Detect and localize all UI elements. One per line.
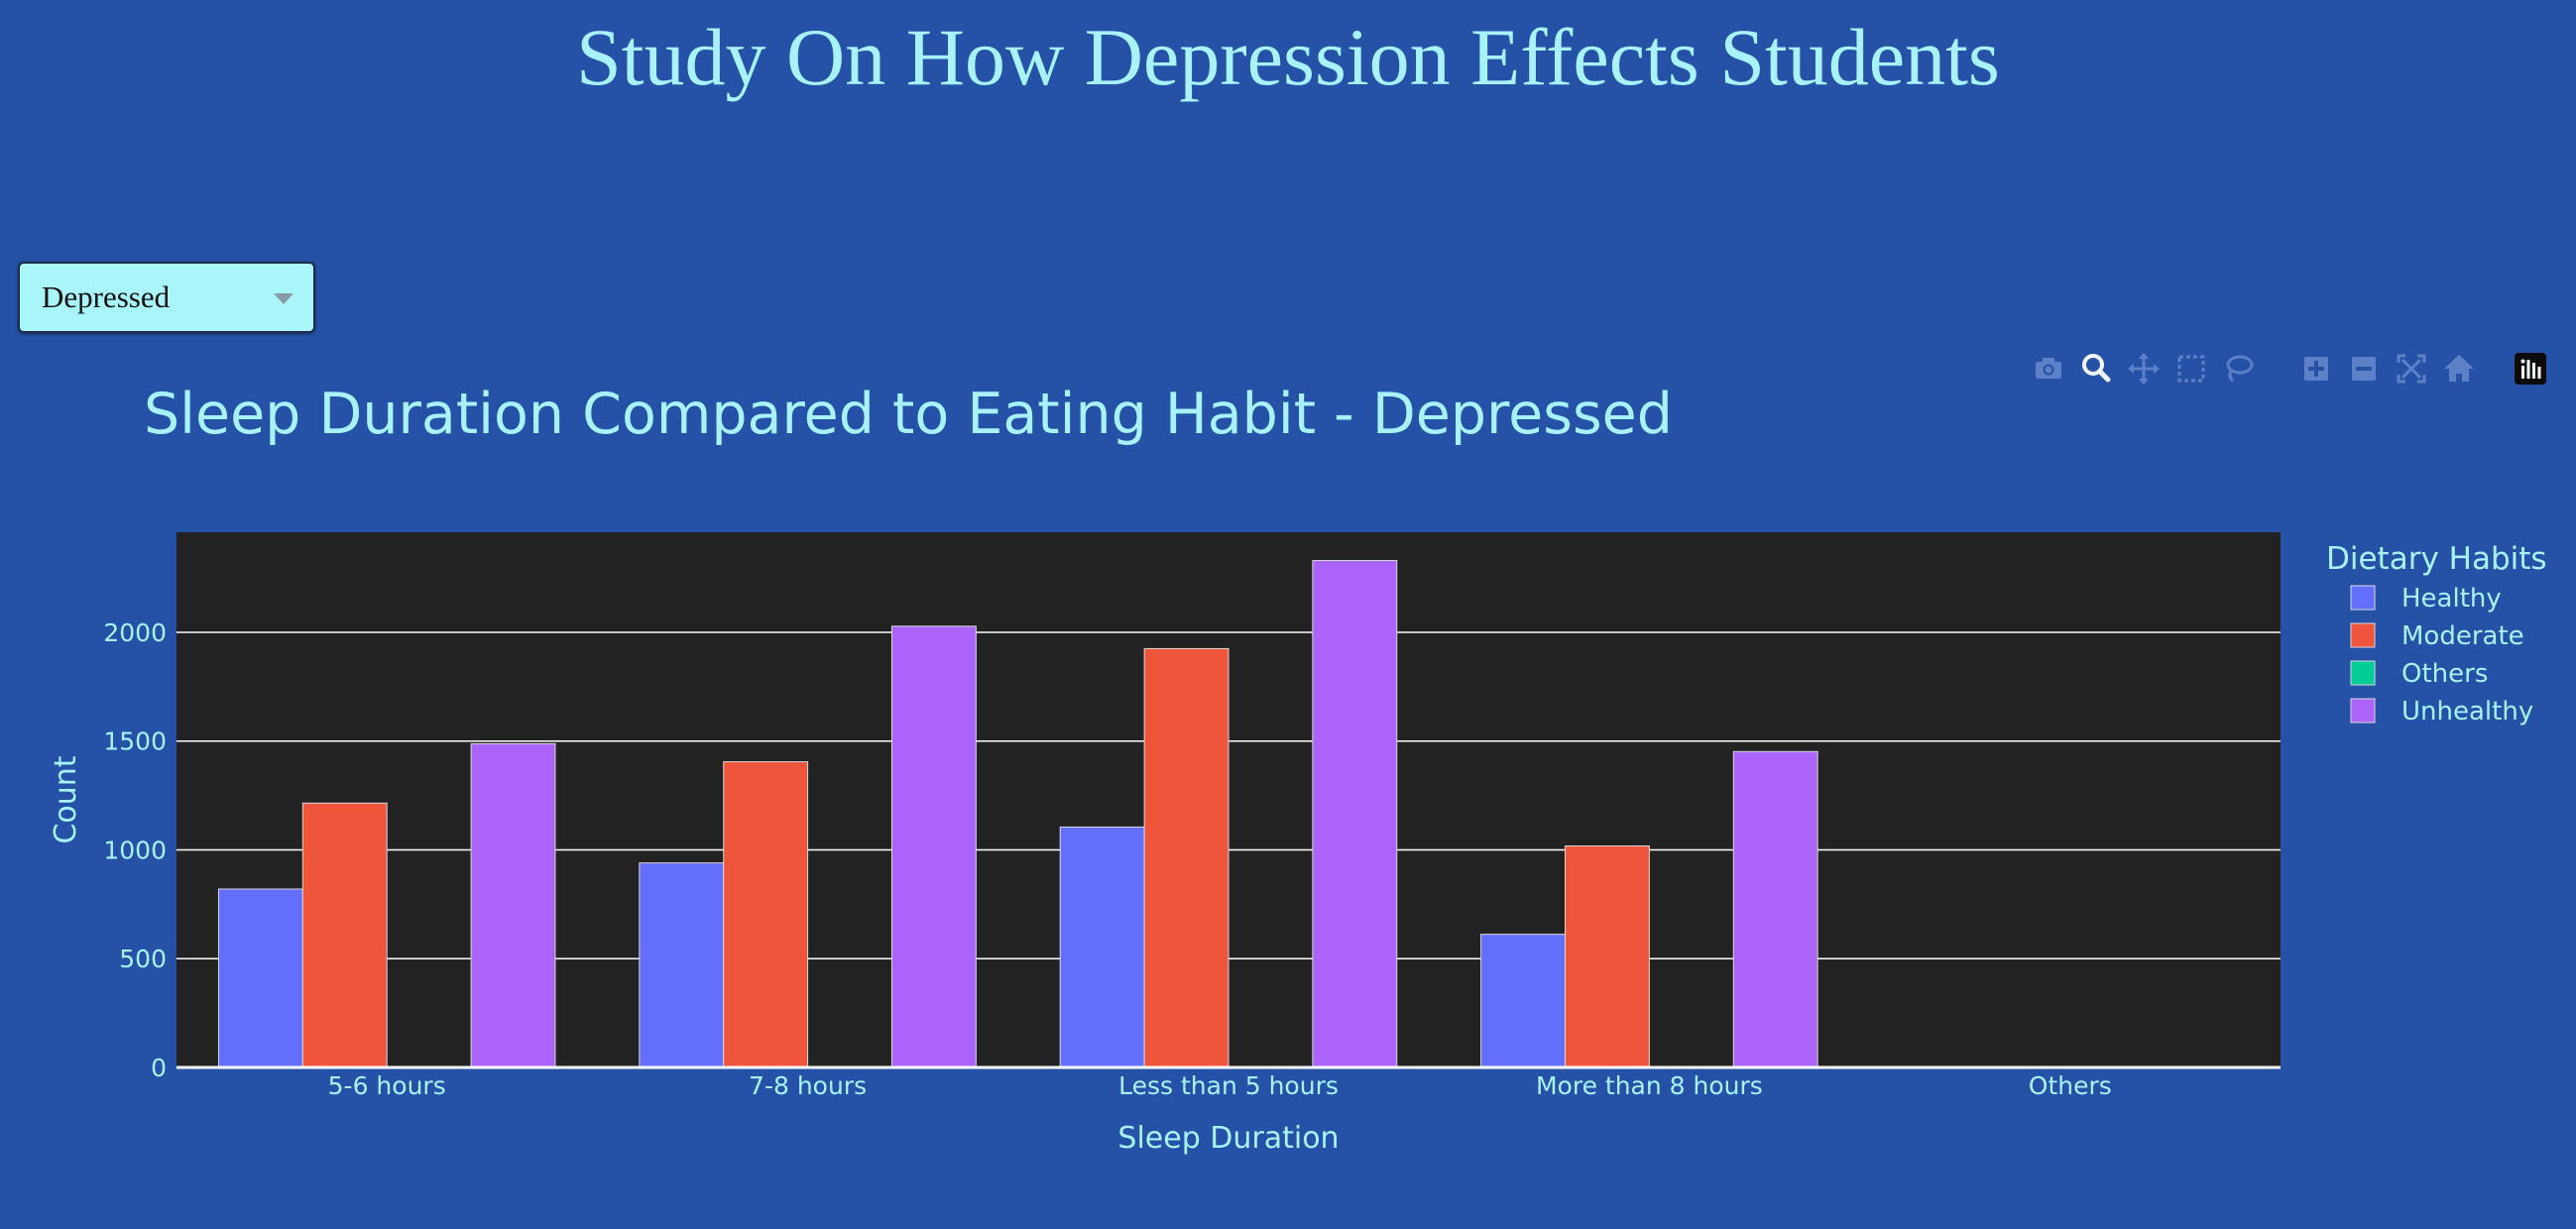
box-select-icon[interactable]: [2171, 349, 2211, 389]
bar-healthy[interactable]: [217, 888, 303, 1068]
autoscale-icon[interactable]: [2392, 349, 2431, 389]
x-axis-ticks: 5-6 hours 7-8 hours Less than 5 hours More …: [328, 1071, 2112, 1100]
y-tick-label: 0: [151, 1054, 167, 1082]
legend-title: Dietary Habits: [2326, 541, 2547, 577]
bar-unhealthy[interactable]: [470, 742, 556, 1068]
camera-icon[interactable]: [2029, 349, 2068, 389]
bar-unhealthy[interactable]: [1312, 560, 1398, 1068]
zoom-in-icon[interactable]: [2296, 349, 2336, 389]
plotly-logo-icon[interactable]: [2511, 349, 2550, 389]
legend-label: Others: [2401, 659, 2488, 689]
y-tick-label: 1000: [103, 836, 167, 864]
legend-swatch: [2350, 698, 2376, 724]
y-tick-label: 500: [119, 945, 167, 973]
y-tick-label: 2000: [103, 618, 167, 647]
x-axis-title: Sleep Duration: [1117, 1121, 1339, 1156]
legend-label: Healthy: [2401, 584, 2502, 614]
chevron-down-icon[interactable]: [274, 293, 293, 304]
y-tick-label: 1500: [103, 727, 167, 756]
zoom-out-icon[interactable]: [2344, 349, 2384, 389]
legend-swatch: [2350, 660, 2376, 686]
legend: Healthy Moderate Others Unhealthy: [2350, 584, 2533, 726]
x-tick-label: Others: [2029, 1071, 2112, 1100]
category-dropdown[interactable]: Depressed: [18, 262, 315, 333]
bar-healthy[interactable]: [1059, 826, 1145, 1068]
bar-healthy[interactable]: [1480, 934, 1567, 1068]
legend-item-healthy[interactable]: Healthy: [2350, 584, 2502, 614]
bar-unhealthy[interactable]: [890, 625, 977, 1068]
dropdown-selected-value: Depressed: [42, 279, 171, 314]
x-tick-label: 7-8 hours: [749, 1071, 867, 1100]
x-tick-label: 5-6 hours: [328, 1071, 446, 1100]
bar-moderate[interactable]: [1565, 845, 1650, 1068]
bar-moderate[interactable]: [723, 761, 809, 1068]
zoom-icon[interactable]: [2076, 349, 2116, 389]
page-title: Study On How Depression Effects Students: [576, 12, 2000, 102]
legend-label: Moderate: [2401, 621, 2524, 651]
legend-item-moderate[interactable]: Moderate: [2350, 621, 2524, 651]
y-axis-title: Count: [49, 755, 83, 843]
legend-swatch: [2350, 585, 2376, 611]
lasso-select-icon[interactable]: [2219, 349, 2259, 389]
bar-moderate[interactable]: [1143, 647, 1229, 1068]
reset-axes-icon[interactable]: [2439, 349, 2479, 389]
pan-icon[interactable]: [2124, 349, 2164, 389]
y-axis-ticks: 0 500 1000 1500 2000: [103, 618, 167, 1082]
chart-title: Sleep Duration Compared to Eating Habit …: [144, 382, 1673, 447]
bar-healthy[interactable]: [639, 862, 725, 1068]
x-tick-label: Less than 5 hours: [1118, 1071, 1339, 1100]
bars: [217, 560, 1818, 1068]
bar-moderate[interactable]: [301, 802, 388, 1068]
legend-label: Unhealthy: [2401, 697, 2533, 726]
legend-swatch: [2350, 622, 2376, 648]
legend-item-unhealthy[interactable]: Unhealthy: [2350, 697, 2533, 726]
bar-unhealthy[interactable]: [1732, 750, 1818, 1068]
x-tick-label: More than 8 hours: [1536, 1071, 1763, 1100]
legend-item-others[interactable]: Others: [2350, 659, 2488, 689]
